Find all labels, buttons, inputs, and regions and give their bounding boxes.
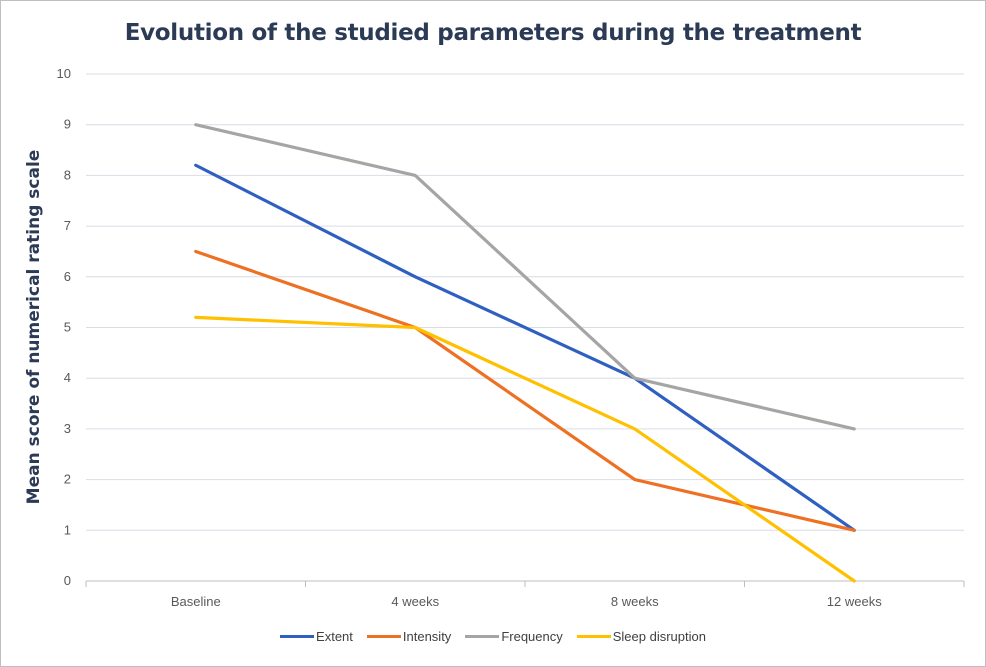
x-tick-label: 12 weeks [827, 594, 882, 609]
legend-label: Intensity [402, 629, 452, 644]
legend: Extent Intensity Frequency Sleep disruption [0, 629, 986, 644]
legend-item: Extent [280, 629, 353, 644]
series-line-sleep-disruption [194, 315, 856, 583]
y-tick-label: 4 [64, 370, 71, 385]
y-tick-label: 6 [64, 269, 71, 284]
legend-label: Extent [316, 629, 353, 644]
y-tick-label: 8 [64, 167, 71, 182]
legend-label: Sleep disruption [612, 629, 706, 644]
y-tick-label: 5 [64, 320, 71, 335]
chart-title: Evolution of the studied parameters duri… [124, 20, 862, 46]
legend-swatch [366, 635, 401, 638]
legend-item: Frequency [465, 629, 563, 644]
x-tick-label: 4 weeks [391, 594, 439, 609]
y-tick-label: 0 [64, 573, 71, 588]
series-line-extent [194, 163, 856, 532]
series-line-intensity [194, 249, 856, 532]
y-tick-label: 1 [64, 522, 71, 537]
legend-item: Sleep disruption [576, 629, 706, 644]
y-tick-label: 10 [57, 66, 71, 81]
legend-label: Frequency [501, 629, 563, 644]
series-line-frequency [194, 123, 856, 431]
legend-item: Intensity [366, 629, 452, 644]
x-tick-label: Baseline [171, 594, 221, 609]
legend-swatch [576, 635, 611, 638]
y-tick-label: 9 [64, 117, 71, 132]
legend-swatch [465, 635, 500, 638]
y-tick-label: 7 [64, 218, 71, 233]
y-tick-label: 3 [64, 421, 71, 436]
y-tick-label: 2 [64, 472, 71, 487]
x-tick-label: 8 weeks [611, 594, 659, 609]
legend-swatch [280, 635, 315, 638]
